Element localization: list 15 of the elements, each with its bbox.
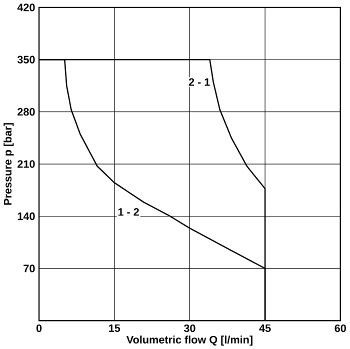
y-tick-label: 70 <box>24 264 35 272</box>
x-tick-label: 0 <box>36 324 42 332</box>
x-tick-label: 15 <box>109 324 120 332</box>
y-tick-label: 350 <box>17 56 35 64</box>
y-tick-label: 280 <box>18 108 35 116</box>
x-axis-title: Volumetric flow Q [l/min] <box>126 335 252 346</box>
y-tick-label: 210 <box>18 160 35 168</box>
y-tick-label: 420 <box>17 3 35 12</box>
series-label: 2 - 1 <box>188 78 210 86</box>
x-tick-label: 45 <box>259 324 271 332</box>
y-tick-label: 140 <box>18 212 35 220</box>
x-tick-label: 30 <box>184 324 196 332</box>
series-label: 1 - 2 <box>118 208 139 216</box>
y-axis-title: Pressure p [bar] <box>4 123 14 205</box>
x-tick-label: 60 <box>334 324 346 332</box>
